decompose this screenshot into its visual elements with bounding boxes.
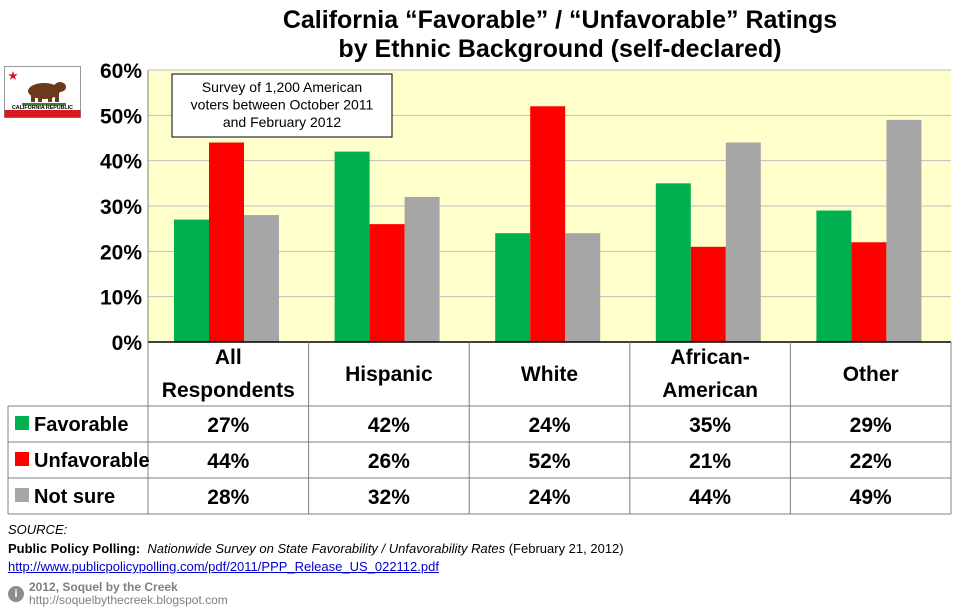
legend-label: Favorable [34,414,128,436]
y-tick-label: 10% [100,287,142,310]
bar [851,242,887,342]
source-url-link[interactable]: http://www.publicpolicypolling.com/pdf/2… [8,559,439,574]
legend-swatch [15,452,29,466]
bar [690,246,726,342]
bar [244,215,279,342]
flag-label: CALIFORNIA REPUBLIC [12,105,73,111]
annotation-line: and February 2012 [223,114,342,130]
bar [334,151,370,342]
bar [369,224,405,342]
table-value: 24% [528,486,570,509]
chart-title-line1: California “Favorable” / “Unfavorable” R… [282,6,838,34]
table-value: 44% [207,450,249,473]
table-value: 52% [528,450,570,473]
table-value: 44% [689,486,731,509]
y-tick-label: 60% [100,60,142,83]
bar [655,183,691,342]
source-date: (February 21, 2012) [508,541,624,556]
bar [209,142,244,342]
category-label: All [215,346,242,369]
legend-swatch [15,416,29,430]
source-citation: Public Policy Polling: Nationwide Survey… [8,541,624,557]
chart-title-line2: by Ethnic Background (self-declared) [338,35,782,63]
bar [404,196,440,342]
california-flag-icon: CALIFORNIA REPUBLIC [4,66,81,118]
source-report: Nationwide Survey on State Favorability … [147,541,506,556]
source-label: SOURCE: [8,522,68,537]
table-value: 21% [689,450,731,473]
bar [495,233,531,342]
category-label: Respondents [162,379,295,402]
annotation-box [171,73,393,138]
y-tick-label: 0% [112,332,143,355]
source-publisher: Public Policy Polling: [8,541,141,556]
legend-label: Unfavorable [34,450,150,472]
credit-line2: http://soquelbythecreek.blogspot.com [29,593,228,607]
table-value: 27% [207,414,249,437]
y-tick-label: 40% [100,151,142,174]
legend-swatch [15,488,29,502]
annotation-line: Survey of 1,200 American [202,79,362,95]
category-label: Other [843,363,899,386]
table-value: 28% [207,486,249,509]
bar [174,219,209,342]
annotation-line: voters between October 2011 [191,97,374,113]
category-label: African- [670,346,749,369]
table-value: 49% [850,486,892,509]
table-value: 42% [368,414,410,437]
table-value: 22% [850,450,892,473]
y-tick-label: 20% [100,241,142,264]
y-tick-label: 50% [100,105,142,128]
legend-label: Not sure [34,486,115,508]
credit-line1: 2012, Soquel by the Creek [29,580,178,594]
bar [565,233,601,342]
bar [530,106,566,343]
creative-commons-icon: i [8,586,24,602]
category-label: Hispanic [345,363,433,386]
bar [886,119,922,342]
bar [725,142,761,342]
table-value: 24% [528,414,570,437]
category-label: American [662,379,758,402]
credit: i 2012, Soquel by the Creek http://soque… [8,581,228,607]
chart-title: California “Favorable” / “Unfavorable” R… [180,6,940,64]
bar-chart: 0% 10% 20% 30% 40% 50% 60% Survey of 1,200 Ame… [7,60,952,515]
category-label: White [521,363,578,386]
y-tick-label: 30% [100,196,142,219]
table-value: 29% [850,414,892,437]
bar [816,210,852,342]
table-value: 35% [689,414,731,437]
table-value: 32% [368,486,410,509]
source-url-line: http://www.publicpolicypolling.com/pdf/2… [8,559,439,575]
table-value: 26% [368,450,410,473]
